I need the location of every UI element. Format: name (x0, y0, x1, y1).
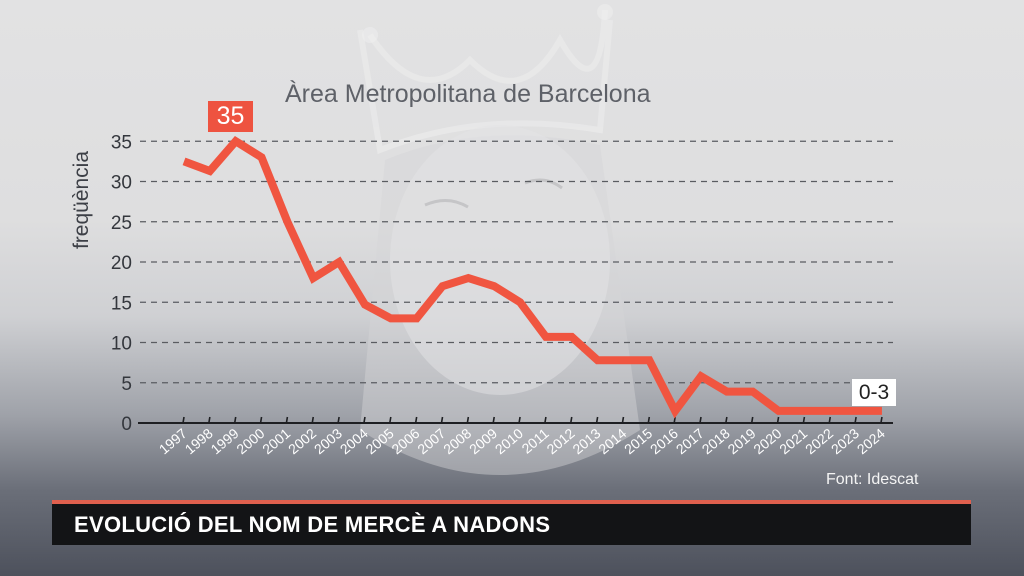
y-tick-label: 15 (111, 293, 132, 314)
y-tick-label: 20 (111, 253, 132, 274)
y-tick-label: 30 (111, 173, 132, 194)
banner-accent-line (52, 500, 971, 504)
data-line (182, 136, 882, 419)
y-tick-label: 0 (121, 414, 132, 435)
end-annotation: 0-3 (852, 379, 896, 406)
x-tick-label: 2024 (854, 425, 888, 457)
peak-annotation: 35 (208, 101, 253, 132)
headline-text: EVOLUCIÓ DEL NOM DE MERCÈ A NADONS (74, 512, 551, 537)
y-tick-label: 5 (121, 374, 132, 395)
chart-title: Àrea Metropolitana de Barcelona (285, 80, 651, 108)
y-tick-label: 10 (111, 334, 132, 355)
y-tick-label: 25 (111, 213, 132, 234)
headline-banner: EVOLUCIÓ DEL NOM DE MERCÈ A NADONS (52, 504, 971, 545)
y-tick-label: 35 (111, 132, 132, 153)
x-tick-label: 2011 (518, 425, 552, 457)
source-credit: Font: Idescat (826, 471, 919, 488)
y-axis-label: freqüència (70, 150, 93, 250)
